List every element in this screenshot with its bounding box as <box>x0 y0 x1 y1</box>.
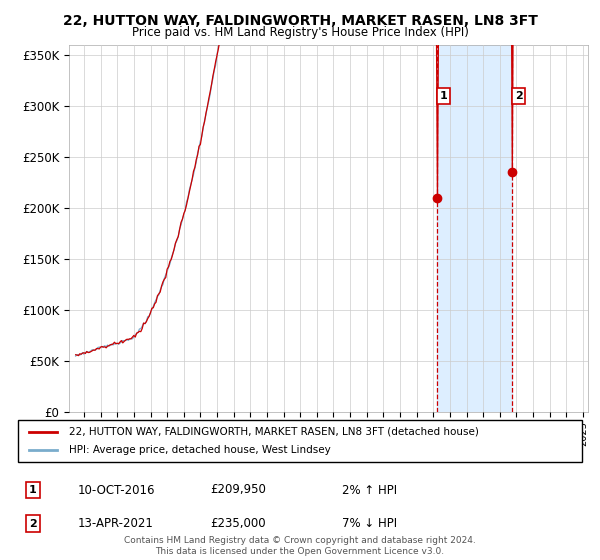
Text: 2: 2 <box>515 91 523 101</box>
Text: 2% ↑ HPI: 2% ↑ HPI <box>342 483 397 497</box>
Text: 1: 1 <box>440 91 448 101</box>
Text: 10-OCT-2016: 10-OCT-2016 <box>78 483 155 497</box>
Text: Price paid vs. HM Land Registry's House Price Index (HPI): Price paid vs. HM Land Registry's House … <box>131 26 469 39</box>
Text: 22, HUTTON WAY, FALDINGWORTH, MARKET RASEN, LN8 3FT: 22, HUTTON WAY, FALDINGWORTH, MARKET RAS… <box>62 14 538 28</box>
Text: Contains HM Land Registry data © Crown copyright and database right 2024.
This d: Contains HM Land Registry data © Crown c… <box>124 536 476 556</box>
Text: 1: 1 <box>29 485 37 495</box>
Text: £209,950: £209,950 <box>210 483 266 497</box>
Text: 13-APR-2021: 13-APR-2021 <box>78 517 154 530</box>
Text: 7% ↓ HPI: 7% ↓ HPI <box>342 517 397 530</box>
FancyBboxPatch shape <box>18 420 582 462</box>
Text: 2: 2 <box>29 519 37 529</box>
Text: HPI: Average price, detached house, West Lindsey: HPI: Average price, detached house, West… <box>69 445 331 455</box>
Text: 22, HUTTON WAY, FALDINGWORTH, MARKET RASEN, LN8 3FT (detached house): 22, HUTTON WAY, FALDINGWORTH, MARKET RAS… <box>69 427 479 437</box>
Text: £235,000: £235,000 <box>210 517 266 530</box>
Bar <box>437 45 512 412</box>
